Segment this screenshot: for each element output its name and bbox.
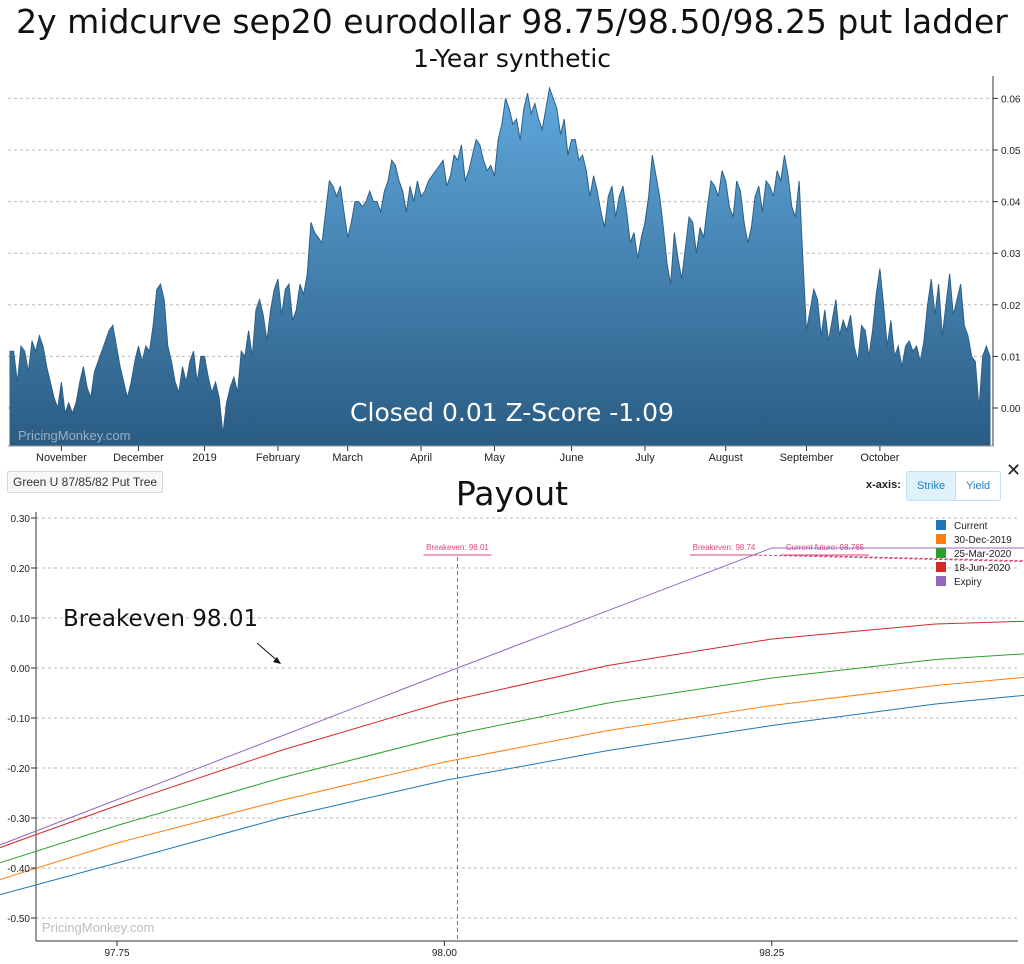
series-line-18-jun-2020 bbox=[0, 620, 1024, 849]
legend-label: Expiry bbox=[954, 577, 982, 588]
payout-y-tick-label: -0.30 bbox=[7, 814, 30, 825]
xaxis-yield-button[interactable]: Yield bbox=[956, 472, 1001, 500]
xaxis-toggle-label: x-axis: bbox=[866, 479, 901, 491]
breakeven-label-2: Breakeven: 98.74 bbox=[693, 543, 756, 552]
payout-y-tick-label: 0.10 bbox=[11, 614, 31, 625]
top-x-tick-label: May bbox=[484, 452, 505, 464]
payout-y-tick-label: 0.30 bbox=[11, 514, 31, 525]
payout-series bbox=[0, 547, 1024, 896]
chart-title: 2y midcurve sep20 eurodollar 98.75/98.50… bbox=[16, 2, 1008, 41]
series-line-25-mar-2020 bbox=[0, 653, 1024, 864]
top-x-tick-label: July bbox=[635, 452, 655, 464]
top-y-tick-label: 0.01 bbox=[1001, 352, 1021, 363]
payout-y-tick-label: -0.40 bbox=[7, 864, 30, 875]
top-x-tick-label: February bbox=[256, 452, 301, 464]
series-line-30-dec-2019 bbox=[0, 676, 1024, 880]
payout-y-tick-label: -0.10 bbox=[7, 714, 30, 725]
xaxis-toggle[interactable]: Strike Yield bbox=[906, 471, 1002, 501]
payout-x-tick-label: 97.75 bbox=[104, 948, 129, 959]
top-x-tick-label: 2019 bbox=[192, 452, 216, 464]
payout-gridlines bbox=[36, 517, 1018, 919]
top-x-tick-label: September bbox=[780, 452, 834, 464]
top-x-tick-label: December bbox=[113, 452, 164, 464]
top-x-tick-label: November bbox=[36, 452, 87, 464]
legend-label: 18-Jun-2020 bbox=[954, 563, 1011, 574]
payout-markers: Breakeven: 98.01 Breakeven: 98.74 Current … bbox=[423, 543, 1024, 941]
legend-label: 30-Dec-2019 bbox=[954, 535, 1012, 546]
chart-subtitle: 1-Year synthetic bbox=[412, 44, 612, 73]
top-chart-annotation: Closed 0.01 Z-Score -1.09 bbox=[350, 398, 674, 427]
top-chart-watermark: PricingMonkey.com bbox=[18, 428, 130, 443]
payout-y-ticks: 0.30 0.20 0.10 0.00 -0.10 -0.20 -0.30 -0.40 -0.5… bbox=[7, 514, 36, 925]
current-future-leader bbox=[784, 554, 1024, 562]
top-y-tick-label: 0.04 bbox=[1001, 198, 1021, 209]
breakeven-label: Breakeven: 98.01 bbox=[426, 543, 489, 552]
top-y-tick-label: 0.03 bbox=[1001, 249, 1021, 260]
top-x-tick-label: October bbox=[860, 452, 899, 464]
payout-x-tick-label: 98.25 bbox=[759, 948, 784, 959]
series-line-current bbox=[0, 694, 1024, 896]
top-chart-area bbox=[9, 86, 991, 447]
payout-x-tick-label: 98.00 bbox=[432, 948, 457, 959]
breakeven-annotation: Breakeven 98.01 bbox=[63, 606, 259, 632]
series-line-expiry bbox=[0, 547, 1024, 846]
payout-y-tick-label: -0.20 bbox=[7, 764, 30, 775]
payout-title: Payout bbox=[455, 474, 569, 513]
breakeven-arrowhead bbox=[273, 657, 281, 664]
legend-swatch bbox=[936, 520, 946, 530]
legend-swatch bbox=[936, 534, 946, 544]
close-icon[interactable]: ✕ bbox=[1006, 460, 1022, 481]
legend-label: Current bbox=[954, 521, 988, 532]
top-y-tick-label: 0.00 bbox=[1001, 404, 1021, 415]
top-y-tick-label: 0.06 bbox=[1001, 94, 1021, 105]
top-x-tick-label: April bbox=[410, 452, 432, 464]
payout-legend: Current 30-Dec-2019 25-Mar-2020 18-Jun-2020… bbox=[936, 520, 1012, 588]
payout-y-tick-label: 0.00 bbox=[11, 664, 31, 675]
legend-swatch bbox=[936, 562, 946, 572]
legend-swatch bbox=[936, 576, 946, 586]
structure-tag[interactable]: Green U 87/85/82 Put Tree bbox=[7, 471, 164, 493]
top-x-tick-label: March bbox=[332, 452, 363, 464]
payout-watermark: PricingMonkey.com bbox=[42, 920, 154, 935]
top-y-tick-label: 0.05 bbox=[1001, 146, 1021, 157]
payout-y-tick-label: -0.50 bbox=[7, 914, 30, 925]
legend-label: 25-Mar-2020 bbox=[954, 549, 1012, 560]
top-x-tick-label: June bbox=[560, 452, 584, 464]
top-x-tick-label: August bbox=[709, 452, 743, 464]
payout-y-tick-label: 0.20 bbox=[11, 564, 31, 575]
top-chart-y-ticks: 0.06 0.05 0.04 0.03 0.02 0.01 0.00 bbox=[993, 94, 1021, 415]
top-y-tick-label: 0.02 bbox=[1001, 301, 1021, 312]
legend-swatch bbox=[936, 548, 946, 558]
xaxis-strike-button[interactable]: Strike bbox=[907, 472, 957, 500]
top-chart-x-ticks: November December 2019 February March April Ma… bbox=[36, 446, 900, 464]
